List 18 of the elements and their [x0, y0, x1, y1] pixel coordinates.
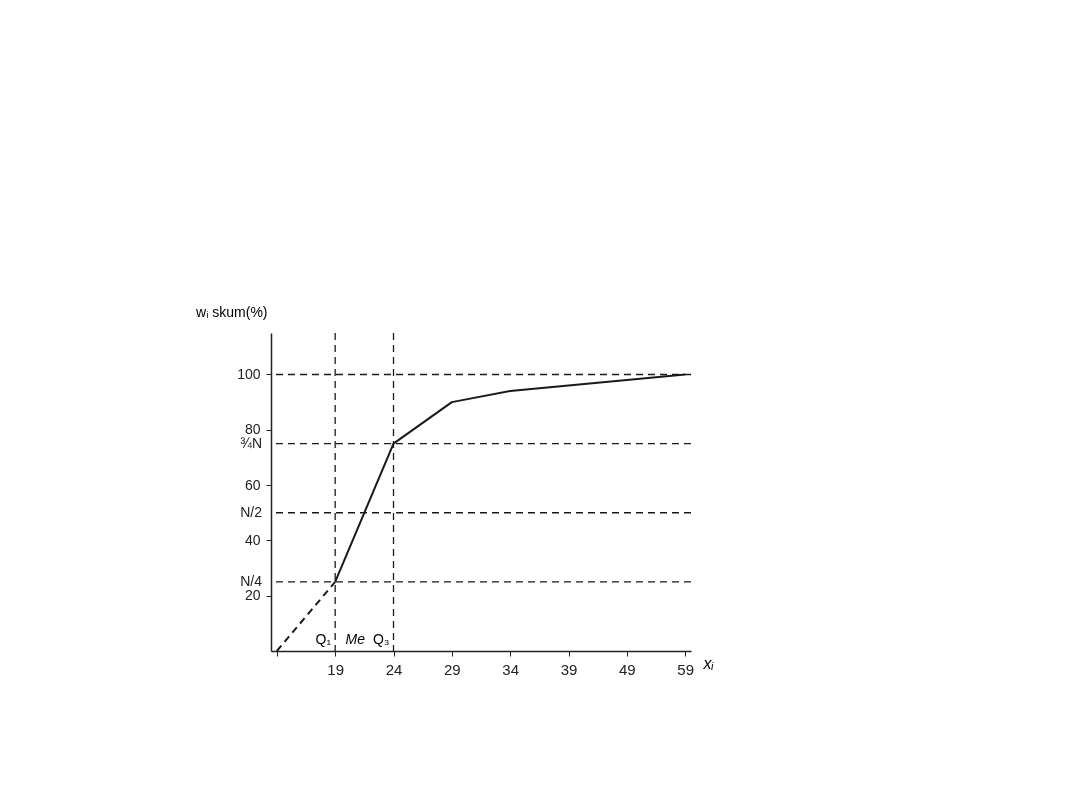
y-tick-label: 100: [237, 365, 261, 382]
x-axis-title: xᵢ: [702, 654, 715, 672]
x-tick-label: 29: [443, 660, 461, 678]
y-axis-title: wᵢ skum(%): [195, 303, 268, 320]
y-tick-label: 20: [244, 587, 261, 604]
y-tick-label: 40: [244, 531, 261, 548]
ref-line-label: N/2: [240, 503, 263, 520]
x-tick-label: 39: [560, 660, 578, 678]
ref-line-label: N/4: [240, 572, 263, 589]
ref-line-label: Q₃: [372, 631, 390, 647]
x-tick-label: 24: [385, 660, 403, 678]
x-tick-label: 19: [327, 660, 345, 678]
ref-line-label: Q₁: [315, 631, 332, 647]
x-tick-label: 49: [618, 660, 636, 678]
y-tick-label: 60: [244, 476, 261, 493]
x-tick-label: 34: [502, 660, 520, 678]
annotation: Me: [345, 631, 366, 647]
x-tick-label: 59: [677, 660, 695, 678]
